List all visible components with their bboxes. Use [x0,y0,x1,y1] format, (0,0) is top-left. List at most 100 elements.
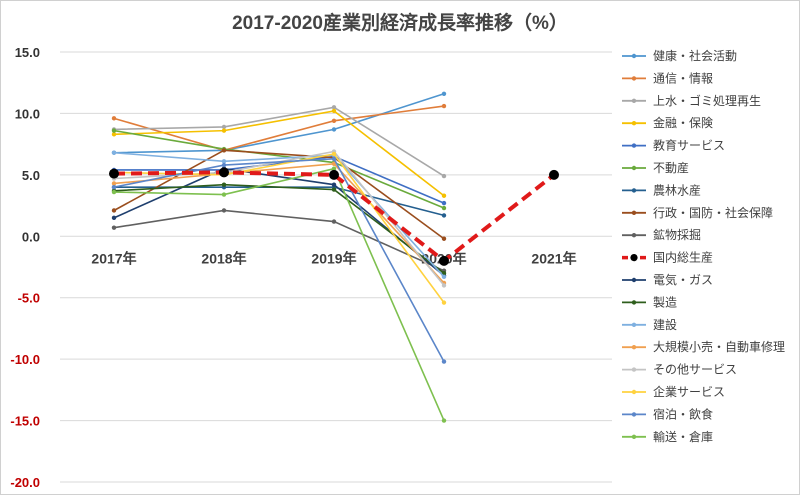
data-point [441,283,447,288]
data-point [331,105,337,110]
legend-marker [631,76,637,81]
legend-label: その他サービス [653,363,737,377]
chart-title: 2017-2020産業別経済成長率推移（%） [232,13,568,34]
data-point [441,213,447,218]
data-point [441,359,447,364]
legend-marker [631,345,637,350]
data-point [221,124,227,130]
data-point [441,300,447,305]
data-point [221,192,227,197]
legend-label: 教育サービス [653,138,725,153]
legend-label: 金融・保険 [653,115,713,130]
data-point [111,225,117,230]
data-point [331,219,337,224]
series-line [113,105,445,152]
legend-label: 上水・ゴミ処理再生 [653,93,761,108]
data-point [221,148,227,153]
legend-label: 農林水産 [653,182,701,197]
x-tick-label: 2018年 [201,250,246,266]
legend-marker [631,367,637,372]
legend-marker [631,165,637,171]
data-point [111,181,117,186]
data-point [331,127,337,132]
data-point [441,173,447,179]
legend-label: 不動産 [653,160,689,175]
data-point [331,166,337,171]
legend-marker [631,322,637,327]
series-line [113,149,445,240]
y-tick-label: 10.0 [15,106,40,121]
legend-label: 製造 [653,295,677,309]
data-point [331,108,337,114]
data-point [441,270,447,276]
data-point [221,182,227,187]
x-tick-label: 2017年 [91,250,136,266]
legend-marker [630,254,638,262]
legend-label: 鉱物採掘 [653,227,701,242]
legend-label: 宿泊・飲食 [653,406,713,421]
series-line [113,110,445,197]
data-point [221,128,227,133]
y-tick-label: 15.0 [15,45,40,60]
data-point [441,236,447,241]
legend-marker [631,277,637,283]
series-line [113,151,445,278]
series-line-gdp [113,170,556,264]
legend-label: 建設 [653,317,677,332]
data-point [221,208,227,213]
data-point-gdp [109,168,119,179]
legend-label: 行政・国防・社会保障 [653,205,773,220]
data-point [111,189,117,195]
legend-label: 輸送・倉庫 [653,429,713,444]
legend-label: 大規模小売・自動車修理 [653,339,785,354]
series-line [113,162,445,284]
series-line [113,158,445,362]
legend-marker [631,188,637,193]
legend-marker [631,121,637,126]
legend-label: 通信・情報 [653,71,713,85]
data-point-gdp [219,167,229,178]
data-point-gdp [439,255,449,266]
data-point [441,91,447,96]
data-point [331,161,337,166]
data-point [111,116,117,121]
data-point [331,187,337,192]
y-tick-label: 5.0 [22,168,40,183]
data-point [111,184,117,190]
legend-marker [631,53,637,59]
data-point [111,150,117,155]
data-point [111,215,117,221]
data-point [331,156,337,162]
data-point [331,118,337,124]
series-line [113,209,445,272]
data-point [111,208,117,213]
data-point-gdp [329,169,339,180]
series-line [114,155,445,204]
series-line [113,167,445,421]
data-point-gdp [549,169,559,180]
legend-marker [631,412,637,417]
data-point [441,200,447,206]
legend-marker [631,389,637,395]
y-tick-label: -5.0 [18,291,40,306]
data-point [221,162,227,168]
legend-label: 電気・ガス [653,272,713,287]
series-line [113,106,445,177]
legend-label: 企業サービス [653,384,725,399]
legend-marker [631,210,637,215]
data-point [441,205,447,211]
data-point [331,151,337,157]
series-line [113,129,445,209]
legend-marker [631,434,637,439]
data-point [441,103,447,109]
legend-marker [631,98,637,104]
legend-marker [631,300,637,305]
y-tick-label: -20.0 [10,475,40,490]
data-point [441,418,447,423]
y-tick-label: 0.0 [22,229,40,244]
legend-label: 国内総生産 [653,250,713,265]
legend-marker [631,233,637,238]
legend-marker [631,143,637,148]
series-line [113,150,445,286]
